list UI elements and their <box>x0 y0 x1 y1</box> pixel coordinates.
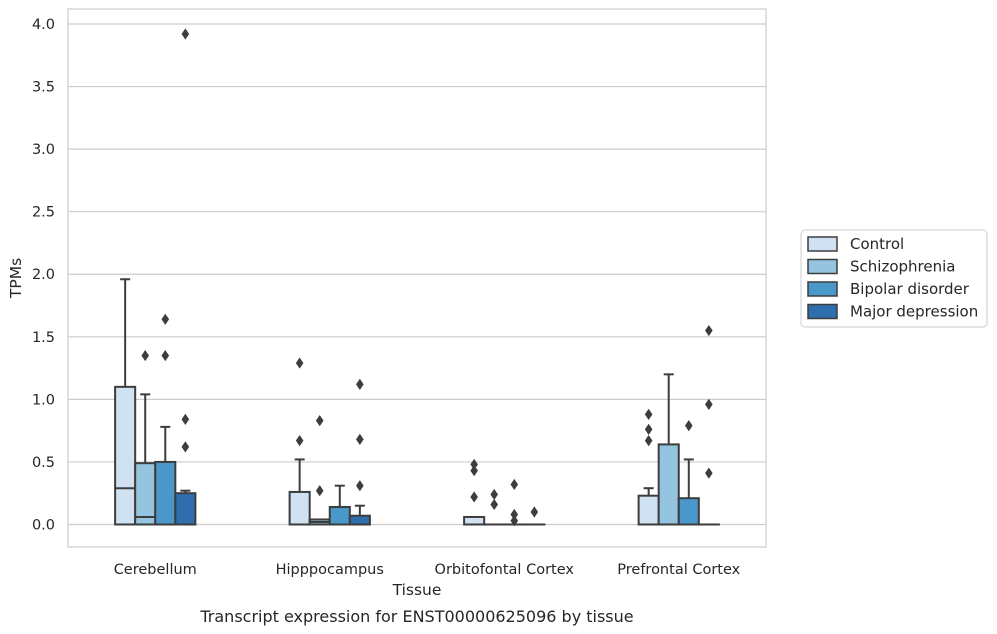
legend-swatch <box>807 303 838 320</box>
outlier-point <box>356 378 364 390</box>
outlier-point <box>295 435 304 447</box>
box-groups <box>114 28 720 527</box>
outlier-point <box>705 467 713 479</box>
outlier-point <box>490 498 499 511</box>
box-rect <box>463 515 486 526</box>
x-tick-label: Cerebellum <box>114 562 197 578</box>
outlier-point <box>315 415 324 427</box>
grid-lines <box>68 23 766 526</box>
box-1-2 <box>328 484 351 526</box>
box-2-3 <box>523 506 546 526</box>
box-rect <box>657 443 680 526</box>
legend-swatch <box>807 258 838 275</box>
x-axis-title: Tissue <box>392 581 442 599</box>
box-1-0 <box>288 357 311 526</box>
box-3-0 <box>637 408 660 526</box>
y-tick-label: 3.5 <box>32 80 55 96</box>
outlier-point <box>530 506 539 518</box>
x-tick-label: Hipppocampus <box>276 562 384 578</box>
outlier-point <box>470 491 478 503</box>
box-rect <box>114 385 137 526</box>
outlier-point <box>356 433 364 445</box>
box-rect <box>328 505 351 526</box>
outlier-point <box>295 357 304 369</box>
outlier-point <box>315 485 324 497</box>
outlier-point <box>644 435 653 447</box>
box-2-2 <box>503 478 526 527</box>
outlier-point <box>356 480 364 492</box>
y-axis-title: TPMs <box>7 258 25 299</box>
box-3-3 <box>697 324 720 526</box>
outlier-point <box>470 458 478 471</box>
box-1-3 <box>348 378 371 526</box>
chart-caption: Transcript expression for ENST0000062509… <box>199 607 633 626</box>
outlier-point <box>181 413 190 425</box>
y-tick-label: 4.0 <box>32 17 55 33</box>
box-rect <box>154 460 177 526</box>
outlier-point <box>490 488 499 501</box>
y-tick-label: 0.0 <box>32 517 55 533</box>
y-tick-label: 3.0 <box>32 142 55 158</box>
x-tick-labels: Cerebellum Hipppocampus Orbitofontal Corte… <box>114 562 741 578</box>
outlier-point <box>161 349 170 362</box>
legend-items: Control Schizophrenia Bipolar disorder Majo… <box>807 235 978 321</box>
outlier-point <box>510 508 519 521</box>
outlier-point <box>684 420 693 432</box>
outlier-point <box>705 398 713 410</box>
plot-frame <box>67 8 767 548</box>
legend-label: Control <box>850 235 904 253</box>
outlier-point <box>181 441 190 453</box>
outlier-point <box>161 313 170 325</box>
outlier-point <box>510 515 519 527</box>
legend-label: Major depression <box>850 303 978 321</box>
box-3-2 <box>677 420 700 526</box>
legend-label: Bipolar disorder <box>850 280 970 298</box>
legend-label: Schizophrenia <box>850 258 955 276</box>
box-3-1 <box>657 373 680 526</box>
x-tick-label: Prefrontal Cortex <box>617 562 740 578</box>
box-1-1 <box>308 415 331 526</box>
box-rect <box>134 462 157 526</box>
box-rect <box>348 514 371 526</box>
box-0-1 <box>134 349 157 526</box>
y-tick-label: 1.0 <box>32 392 55 408</box>
legend-frame <box>800 229 988 328</box>
outlier-point <box>510 478 519 491</box>
box-2-0 <box>463 458 486 526</box>
x-tick-label: Orbitofontal Cortex <box>435 562 575 578</box>
outlier-point <box>644 408 653 420</box>
box-0-2 <box>154 313 177 526</box>
outlier-point <box>644 423 653 435</box>
y-tick-label: 2.0 <box>32 267 55 283</box>
y-tick-labels: 0.0 0.5 1.0 1.5 2.0 2.5 3.0 3.5 4.0 <box>32 17 55 533</box>
y-tick-label: 1.5 <box>32 330 55 346</box>
y-tick-label: 2.5 <box>32 205 55 221</box>
outlier-point <box>181 28 190 40</box>
box-0-0 <box>114 278 137 526</box>
box-2-1 <box>483 488 506 526</box>
box-0-3 <box>174 28 197 526</box>
legend-swatch <box>807 236 838 252</box>
outlier-point <box>705 324 713 337</box>
outlier-point <box>470 465 478 477</box>
box-rect <box>637 494 660 526</box>
box-rect <box>677 497 700 526</box>
legend: Control Schizophrenia Bipolar disorder Majo… <box>800 229 988 328</box>
y-tick-label: 0.5 <box>32 455 55 471</box>
outlier-point <box>141 349 150 362</box>
box-rect <box>288 490 311 526</box>
box-rect <box>174 492 197 526</box>
legend-swatch <box>807 281 838 297</box>
